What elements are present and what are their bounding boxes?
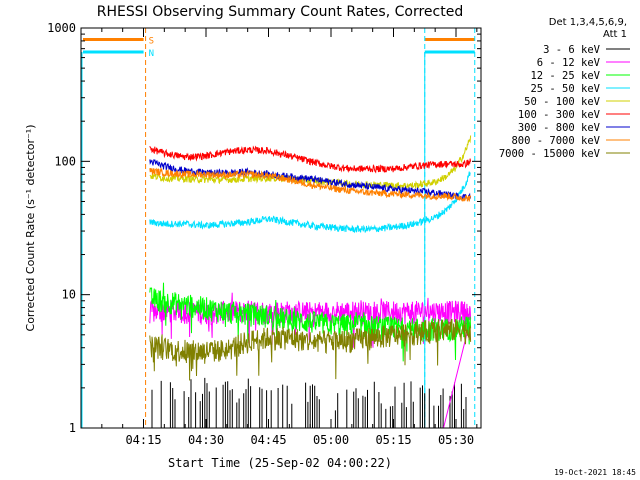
y-tick-label: 100 [54,154,76,168]
legend-entry-label: 12 - 25 keV [530,70,600,82]
series-2 [149,282,472,362]
chart-title: RHESSI Observing Summary Count Rates, Co… [97,4,463,20]
series-7 [149,167,472,202]
series-path [151,377,467,428]
x-tick-label: 04:30 [188,433,224,447]
y-tick-label: 10 [62,288,76,302]
x-tick-label: 04:15 [125,433,161,447]
plot-frame [80,27,482,429]
series-path [149,318,472,381]
x-tick-label: 04:45 [250,433,286,447]
plot-area: SN [81,28,476,429]
axes: 1 10 100 1000 04:15 04:30 04:45 05:00 05:15 05:30 [47,21,482,447]
x-tick-label: 05:00 [313,433,349,447]
x-tick-label: 05:15 [375,433,411,447]
footer-date: 19-Oct-2021 18:45 [554,468,636,477]
legend-entry-label: 100 - 300 keV [518,109,601,121]
series-path [149,167,472,202]
series-path [149,145,472,174]
legend-entry-label: 6 - 12 keV [537,57,601,69]
legend-title-line: Att 1 [603,29,627,40]
legend-entry-label: 300 - 800 keV [518,122,601,134]
series-8 [149,318,472,381]
flag-label-s: S [149,36,154,46]
y-tick-label: 1 [69,421,76,435]
y-axis-label: Corrected Count Rate (s⁻¹ detector⁻¹) [24,125,37,332]
legend-title-line: Det 1,3,4,5,6,9, [549,17,627,28]
flag-label-n: N [149,49,154,59]
legend-entry-label: 25 - 50 keV [530,83,600,95]
series-path [149,282,472,362]
series-path [149,171,471,234]
legend-entry-label: 50 - 100 keV [524,96,601,108]
legend-entry-label: 7000 - 15000 keV [499,148,601,160]
series-3 [149,171,471,234]
y-tick-label: 1000 [47,21,76,35]
x-axis-label: Start Time (25-Sep-02 04:00:22) [168,456,392,470]
series-5 [149,145,472,174]
legend-entry-label: 3 - 6 keV [543,44,601,56]
series-0 [151,377,467,428]
x-tick-label: 05:30 [438,433,474,447]
legend-entry-label: 800 - 7000 keV [511,135,600,147]
